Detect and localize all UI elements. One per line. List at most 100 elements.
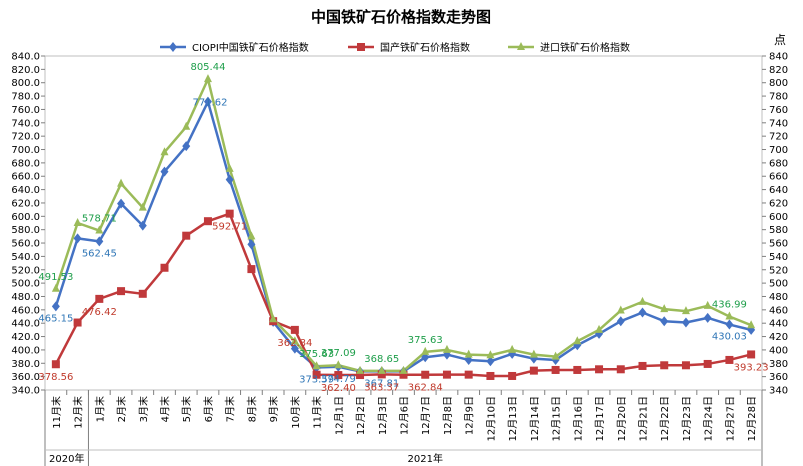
data-point xyxy=(95,294,104,303)
y-tick-label-right: 480 xyxy=(769,292,788,303)
y-tick-label-left: 720.0 xyxy=(11,132,40,143)
data-point xyxy=(334,371,343,380)
data-point xyxy=(377,365,386,374)
data-point xyxy=(660,316,669,327)
data-point xyxy=(725,355,734,364)
y-tick-label-left: 360.0 xyxy=(11,372,40,383)
data-point xyxy=(290,325,299,334)
data-label: 578.71 xyxy=(82,214,117,225)
data-point xyxy=(160,263,169,272)
x-tick-label: 12月23日 xyxy=(681,396,693,441)
data-point xyxy=(117,178,126,187)
y-tick-label-left: 760.0 xyxy=(11,105,40,116)
data-point xyxy=(138,289,147,298)
data-point xyxy=(160,166,169,177)
x-tick-label: 5月末 xyxy=(180,396,193,422)
data-point xyxy=(117,287,126,296)
chart-title: 中国铁矿石价格指数走势图 xyxy=(311,8,491,26)
data-point xyxy=(203,217,212,226)
data-label: 805.44 xyxy=(190,62,225,73)
series-line-2 xyxy=(54,212,752,378)
y-tick-label-right: 780 xyxy=(769,92,788,103)
data-point xyxy=(747,320,756,329)
data-point xyxy=(182,121,191,130)
data-point xyxy=(95,236,104,247)
y-tick-label-left: 660.0 xyxy=(11,172,40,183)
y-tick-label-right: 680 xyxy=(769,158,788,169)
x-tick-label: 12月13日 xyxy=(507,396,519,441)
y-tick-label-right: 520 xyxy=(769,265,788,276)
y-tick-label-left: 680.0 xyxy=(11,158,40,169)
x-tick-label: 7月末 xyxy=(224,396,237,422)
data-label: 368.65 xyxy=(364,354,399,365)
data-point xyxy=(225,163,234,172)
data-point xyxy=(486,356,495,367)
x-tick-label: 12月28日 xyxy=(746,396,758,441)
x-tick-label: 12月9日 xyxy=(464,396,476,435)
y-tick-label-right: 640 xyxy=(769,185,788,196)
y-tick-label-right: 620 xyxy=(769,198,788,209)
y-tick-label-right: 760 xyxy=(769,105,788,116)
data-point xyxy=(725,319,734,330)
year-group-label: 2021年 xyxy=(408,452,443,465)
y-tick-label-left: 700.0 xyxy=(11,145,40,156)
legend-swatch-marker xyxy=(517,42,525,50)
data-label: 375.63 xyxy=(408,335,443,346)
y-tick-label-left: 620.0 xyxy=(11,198,40,209)
y-tick-label-right: 560 xyxy=(769,239,788,250)
data-point xyxy=(551,365,560,374)
data-point xyxy=(290,336,299,345)
data-label: 362.84 xyxy=(408,383,443,394)
y-tick-label-right: 440 xyxy=(769,319,788,330)
data-point xyxy=(573,336,582,345)
legend-item: CIOPI中国铁矿石价格指数 xyxy=(160,41,309,54)
data-point xyxy=(73,218,82,226)
x-tick-label: 1月末 xyxy=(93,396,106,422)
x-tick-label: 12月17日 xyxy=(594,396,606,441)
x-tick-label: 12月8日 xyxy=(442,396,454,435)
legend-label: CIOPI中国铁矿石价格指数 xyxy=(192,41,309,54)
data-point xyxy=(312,370,321,379)
data-point xyxy=(51,301,60,312)
x-tick-label: 12月10日 xyxy=(485,396,497,441)
x-tick-label: 10月末 xyxy=(289,396,302,429)
y-tick-label-left: 600.0 xyxy=(11,212,40,223)
data-point xyxy=(508,371,517,380)
x-tick-label: 2月末 xyxy=(115,396,128,422)
data-label: 562.45 xyxy=(82,248,117,259)
y-tick-label-right: 600 xyxy=(769,212,788,223)
data-point xyxy=(725,311,734,320)
data-label: 491.53 xyxy=(38,272,73,283)
y-tick-label-left: 580.0 xyxy=(11,225,40,236)
y-tick-label-left: 380.0 xyxy=(11,359,40,370)
legend-swatch-marker xyxy=(169,42,177,52)
data-point xyxy=(117,198,126,209)
data-point xyxy=(616,365,625,374)
data-point xyxy=(421,370,430,379)
data-label: 430.03 xyxy=(712,332,747,343)
data-point xyxy=(464,370,473,379)
data-label: 363.37 xyxy=(364,382,399,393)
x-tick-label: 12月21日 xyxy=(638,396,650,441)
data-label: 367.81 xyxy=(364,378,399,389)
data-point xyxy=(334,360,343,369)
year-group-label: 2020年 xyxy=(49,452,84,465)
legend-swatch-marker xyxy=(357,43,365,51)
y-tick-label-right: 660 xyxy=(769,172,788,183)
data-point xyxy=(681,361,690,370)
y-tick-label-left: 440.0 xyxy=(11,319,40,330)
data-point xyxy=(356,365,365,374)
data-label: 375.63 xyxy=(299,349,334,360)
x-tick-label: 12月15日 xyxy=(551,396,563,441)
series-line-1 xyxy=(54,100,752,373)
x-tick-label: 12月末 xyxy=(72,396,85,429)
data-point xyxy=(203,74,212,83)
y-tick-label-right: 460 xyxy=(769,305,788,316)
x-tick-label: 12月22日 xyxy=(659,396,671,441)
y-tick-label-left: 480.0 xyxy=(11,292,40,303)
data-point xyxy=(616,316,625,327)
data-point xyxy=(225,209,234,218)
data-point xyxy=(312,361,321,370)
data-point xyxy=(616,305,625,314)
y-tick-label-right: 420 xyxy=(769,332,788,343)
